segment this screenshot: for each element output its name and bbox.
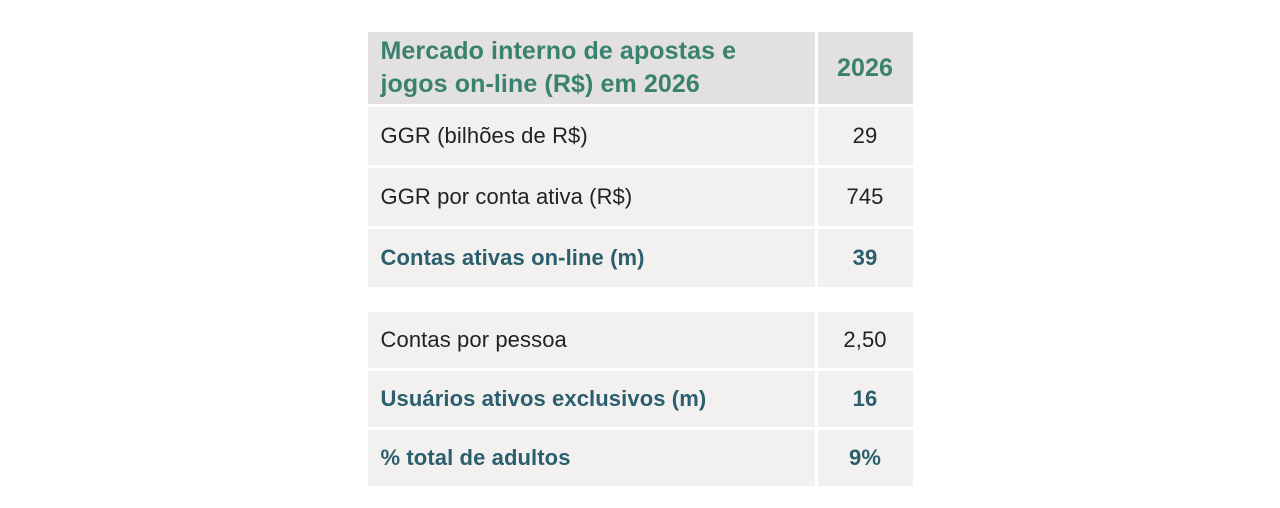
table-title-line-2: jogos on-line (R$) em 2026 [380,70,700,98]
market-table: Mercado interno de apostas e jogos on-li… [367,32,913,486]
row-accounts-per-person-value: 2,50 [817,312,913,368]
table-header-title-cell: Mercado interno de apostas e jogos on-li… [367,32,815,104]
row-label: GGR (bilhões de R$) [380,123,588,148]
row-percent-adults-value: 9% [817,430,913,486]
row-unique-active-users-value: 16 [817,371,913,427]
row-value: 9% [849,445,881,470]
row-ggr-value: 29 [817,107,913,165]
year-column-header: 2026 [836,53,893,82]
row-ggr-per-account-label: GGR por conta ativa (R$) [367,168,815,226]
row-unique-active-users-label: Usuários ativos exclusivos (m) [367,371,815,427]
table-header-year-cell: 2026 [817,32,913,104]
row-label: % total de adultos [380,445,571,470]
row-ggr-per-account-value: 745 [817,168,913,226]
table-title: Mercado interno de apostas e jogos on-li… [381,35,737,101]
row-label: Contas ativas on-line (m) [380,245,645,270]
row-value: 29 [852,123,878,148]
row-percent-adults-label: % total de adultos [367,430,815,486]
row-active-accounts-label: Contas ativas on-line (m) [367,229,815,287]
row-ggr-label: GGR (bilhões de R$) [367,107,815,165]
row-value: 16 [852,386,878,411]
row-label: GGR por conta ativa (R$) [380,184,633,209]
row-value: 39 [852,245,878,270]
row-label: Usuários ativos exclusivos (m) [380,386,707,411]
row-value: 745 [846,184,884,209]
table-title-line-1: Mercado interno de apostas e [380,37,737,65]
row-active-accounts-value: 39 [817,229,913,287]
row-label: Contas por pessoa [380,327,567,352]
table-section-market: Mercado interno de apostas e jogos on-li… [367,32,913,287]
row-value: 2,50 [843,327,887,352]
table-section-users: Contas por pessoa 2,50 Usuários ativos e… [367,312,913,486]
row-accounts-per-person-label: Contas por pessoa [367,312,815,368]
